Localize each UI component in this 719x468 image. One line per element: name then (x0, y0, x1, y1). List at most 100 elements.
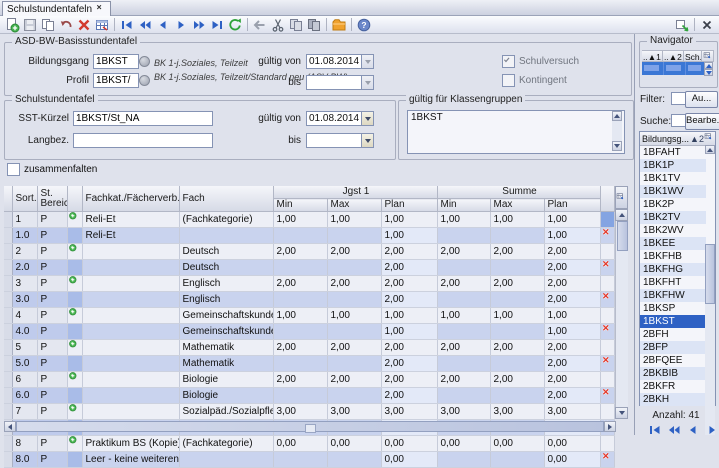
cell-sort[interactable]: 3.0 (12, 291, 38, 308)
add-row-icon[interactable] (67, 403, 83, 420)
mini-row-cell[interactable] (664, 62, 686, 75)
cell-jgst1-plan[interactable]: 2,00 (381, 243, 438, 260)
row-selector[interactable] (4, 323, 13, 340)
cell-sort[interactable]: 8 (12, 435, 38, 452)
stundentafel-row[interactable]: 1 P Reli-Et (Fachkategorie) 1,00 1,00 1,00 1,00… (4, 211, 615, 228)
cell-jgst1-plan[interactable]: 1,00 (381, 307, 438, 324)
header-fachkat[interactable]: Fachkat./Fächerverb. (82, 186, 180, 212)
klassengruppen-list[interactable]: 1BKST (407, 110, 625, 154)
bildungsgang-item[interactable]: 1BK2P (643, 199, 675, 210)
scrollbar-track[interactable] (612, 121, 622, 141)
zusammenfalten-checkbox[interactable]: zusammenfalten (7, 163, 97, 176)
mini-header-col[interactable]: Sch.. (684, 50, 702, 62)
column-chooser-icon[interactable] (704, 132, 715, 145)
table-horizontal-scrollbar[interactable] (4, 421, 616, 433)
cell-sort[interactable]: 2 (12, 243, 38, 260)
delete-row-icon[interactable] (600, 291, 615, 308)
cell-summe-min[interactable]: 2,00 (437, 371, 491, 388)
cell-st-bereich[interactable]: P (37, 355, 68, 372)
cell-fach[interactable]: Biologie (179, 371, 274, 388)
bildungsgang-item[interactable]: 1BKEE (640, 237, 706, 250)
cell-fach[interactable]: Sozialpäd./Sozialpflege (179, 403, 274, 420)
stundentafel-row[interactable]: 7PSozialpäd./Sozialpflege3,003,003,003,0… (4, 403, 615, 420)
bildungsgang-item[interactable]: 1BK1TV (643, 173, 681, 184)
row-selector[interactable] (4, 259, 13, 276)
bildungsgang-item[interactable]: 1BKFHW (640, 289, 706, 302)
cell-summe-min[interactable] (437, 291, 491, 308)
bildungsgang-item[interactable]: 2BFQEE (643, 355, 683, 366)
cell-sort[interactable]: 4.0 (12, 323, 38, 340)
cell-fach[interactable]: Gemeinschaftskunde (179, 307, 274, 324)
scroll-right-icon[interactable] (604, 421, 616, 432)
cell-summe-max[interactable]: 2,00 (490, 339, 545, 356)
cell-fachkat[interactable] (82, 387, 180, 404)
cell-sort[interactable]: 7 (12, 403, 38, 420)
cell-jgst1-max[interactable] (327, 387, 382, 404)
spin-down-icon[interactable] (704, 69, 713, 76)
cell-jgst1-max[interactable]: 3,00 (327, 403, 382, 420)
cell-fach[interactable]: (Fachkategorie) (179, 435, 274, 452)
stundentafel-subrow[interactable]: 8.0P Leer - keine weiteren Fächer 0,00 0,00 (4, 451, 615, 468)
cell-fach[interactable]: (Fachkategorie) (179, 211, 274, 228)
cell-summe-max[interactable] (490, 291, 545, 308)
add-row-icon[interactable] (67, 243, 83, 260)
cell-summe-max[interactable] (490, 355, 545, 372)
cell-fachkat[interactable]: Leer - keine weiteren Fächer (82, 451, 180, 468)
cell-summe-min[interactable] (437, 227, 491, 244)
cell-fach[interactable]: Mathematik (179, 355, 274, 372)
langbez-field[interactable] (73, 133, 213, 148)
cell-jgst1-plan[interactable]: 2,00 (381, 387, 438, 404)
cell-summe-max[interactable] (490, 227, 545, 244)
mini-row-cell[interactable] (642, 62, 664, 75)
bildungsgang-item[interactable]: 2BFP (640, 341, 706, 354)
help-icon[interactable]: ? (355, 17, 373, 33)
save-icon[interactable] (21, 17, 39, 33)
dropdown-arrow-icon[interactable] (361, 54, 374, 69)
cell-sort[interactable]: 1 (12, 211, 38, 228)
cell-summe-min[interactable]: 2,00 (437, 243, 491, 260)
cell-summe-plan[interactable]: 2,00 (544, 275, 601, 292)
delete-row-icon[interactable] (600, 451, 615, 468)
cell-summe-min[interactable]: 0,00 (437, 435, 491, 452)
row-selector[interactable] (4, 403, 13, 420)
stundentafel-row[interactable]: 5 P Mathematik 2,00 2,00 2,00 2,00 2,00 2,00 (4, 339, 615, 356)
cell-summe-max[interactable]: 2,00 (490, 275, 545, 292)
cell-jgst1-min[interactable] (273, 387, 328, 404)
cell-jgst1-max[interactable] (327, 451, 382, 468)
sst-bis-combo[interactable] (306, 133, 374, 148)
cell-st-bereich[interactable]: P (37, 323, 68, 340)
suche-button[interactable]: Bearbe... (685, 113, 719, 130)
add-row-icon[interactable] (67, 371, 83, 388)
cell-jgst1-min[interactable] (273, 355, 328, 372)
table-vertical-scrollbar[interactable] (615, 186, 628, 419)
scroll-down-icon[interactable] (615, 407, 628, 419)
cell-fachkat[interactable] (82, 243, 180, 260)
bildungsgang-list-header[interactable]: Bildungsg... ▲2 (640, 132, 715, 146)
cell-st-bereich[interactable]: P (37, 307, 68, 324)
cell-fachkat[interactable]: Reli-Et (82, 211, 180, 228)
checkbox-box[interactable] (502, 74, 515, 87)
edit-table-icon[interactable] (93, 17, 111, 33)
tab-schulstundentafeln[interactable]: Schulstundentafeln (2, 1, 112, 16)
stundentafel-row[interactable]: 2 P Deutsch 2,00 2,00 2,00 2,00 2,00 2,00 (4, 243, 615, 260)
header-jgst1-min[interactable]: Min (273, 198, 328, 212)
checkmark-icon[interactable] (502, 55, 515, 68)
dropdown-arrow-icon[interactable] (361, 75, 374, 90)
cell-jgst1-min[interactable]: 0,00 (273, 435, 328, 452)
header-st-bereich[interactable]: St. Bereich (37, 186, 68, 212)
cell-st-bereich[interactable]: P (37, 339, 68, 356)
add-row-icon[interactable] (67, 307, 83, 324)
cell-summe-plan[interactable]: 0,00 (544, 435, 601, 452)
bildungsgang-item[interactable]: 1BFAHT (643, 147, 681, 158)
header-sort[interactable]: Sort. (12, 186, 38, 212)
row-selector[interactable] (4, 355, 13, 372)
cell-summe-max[interactable] (490, 259, 545, 276)
suche-input[interactable] (671, 114, 686, 127)
cell-summe-max[interactable]: 3,00 (490, 403, 545, 420)
spin-up-icon[interactable] (704, 62, 713, 69)
bildungsgang-item[interactable]: 1BK2WV (643, 225, 684, 236)
stundentafel-row[interactable]: 8 P Praktikum BS (Kopie) (Fachkategorie) 0,0… (4, 435, 615, 452)
cell-st-bereich[interactable]: P (37, 227, 68, 244)
stundentafel-subrow[interactable]: 2.0 P Deutsch 2,00 2,00 (4, 259, 615, 276)
refresh-icon[interactable] (226, 17, 244, 33)
